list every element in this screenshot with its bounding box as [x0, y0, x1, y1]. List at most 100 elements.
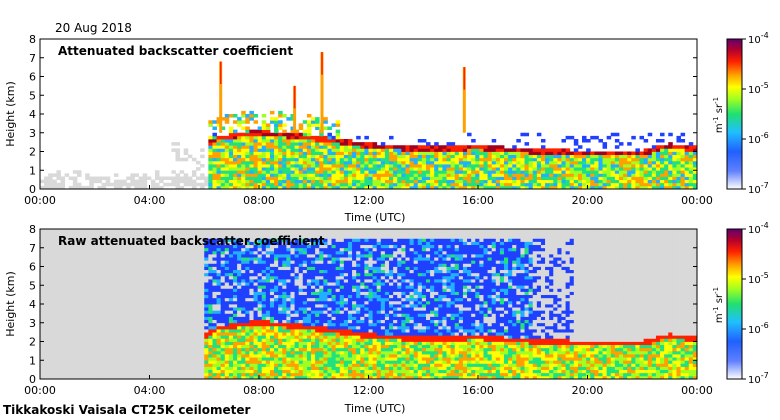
heatmap-cell [294, 167, 300, 171]
heatmap-cell [159, 247, 164, 252]
heatmap-cell [138, 375, 144, 380]
heatmap-cell [618, 157, 624, 162]
heatmap-cell [159, 279, 164, 283]
heatmap-cell [241, 360, 246, 364]
heatmap-cell [290, 164, 295, 168]
heatmap-cell [676, 164, 681, 168]
heatmap-cell [81, 269, 86, 274]
heatmap-cell [274, 350, 279, 355]
heatmap-cell [208, 154, 213, 159]
heatmap-cell [512, 167, 517, 171]
heatmap-cell [163, 325, 168, 330]
heatmap-cell [72, 338, 78, 342]
heatmap-cell [257, 329, 263, 333]
heatmap-cell [196, 263, 201, 267]
heatmap-cell [269, 142, 275, 146]
heatmap-cell [167, 247, 172, 252]
heatmap-cell [183, 173, 189, 177]
heatmap-cell [458, 157, 464, 162]
heatmap-cell [261, 235, 267, 239]
heatmap-cell [610, 182, 616, 187]
heatmap-cell [171, 238, 176, 242]
heatmap-cell [200, 164, 205, 168]
heatmap-cell [569, 157, 575, 162]
heatmap-cell [216, 272, 222, 277]
heatmap-cell [187, 341, 193, 346]
heatmap-cell [109, 266, 115, 271]
heatmap-cell [458, 182, 464, 187]
heatmap-cell [249, 151, 254, 156]
heatmap-cell [237, 360, 242, 364]
heatmap-cell [40, 310, 45, 314]
heatmap-cell [540, 139, 546, 143]
heatmap-cell [134, 241, 139, 246]
heatmap-cell [561, 151, 566, 156]
heatmap-cell [446, 154, 452, 159]
heatmap-cell [52, 310, 57, 314]
heatmap-cell [651, 176, 657, 181]
heatmap-cell [462, 164, 468, 168]
heatmap-cell [347, 148, 353, 152]
heatmap-cell [561, 157, 566, 162]
heatmap-cell [499, 173, 505, 177]
heatmap-cell [52, 335, 57, 339]
heatmap-cell [228, 344, 234, 349]
heatmap-cell [85, 279, 90, 283]
heatmap-cell [40, 288, 45, 292]
heatmap-cell [446, 185, 452, 190]
heatmap-cell [327, 148, 332, 152]
heatmap-cell [594, 179, 599, 184]
heatmap-cell [278, 247, 283, 252]
heatmap-cell [331, 151, 337, 156]
heatmap-cell [191, 272, 197, 277]
heatmap-cell [598, 157, 603, 162]
heatmap-cell [635, 179, 640, 184]
heatmap-cell [60, 297, 66, 302]
heatmap-cell [130, 372, 135, 377]
heatmap-cell [224, 288, 230, 292]
heatmap-cell [475, 145, 480, 149]
heatmap-cell [179, 322, 185, 327]
heatmap-cell [356, 145, 361, 149]
heatmap-cell [101, 235, 107, 239]
heatmap-cell [85, 241, 90, 246]
heatmap-cell [298, 182, 304, 187]
heatmap-cell [257, 182, 263, 187]
heatmap-cell [64, 279, 70, 283]
heatmap-cell [343, 185, 349, 190]
heatmap-cell [249, 332, 254, 336]
heatmap-cell [520, 182, 525, 187]
heatmap-cell [352, 148, 357, 152]
heatmap-cell [257, 185, 263, 190]
heatmap-cell [118, 285, 123, 289]
heatmap-cell [253, 338, 259, 342]
heatmap-cell [109, 263, 115, 267]
heatmap-cell [138, 310, 144, 314]
y-tick-label: 8 [29, 33, 36, 46]
heatmap-cell [269, 350, 275, 355]
heatmap-cell [327, 173, 332, 177]
heatmap-cell [245, 142, 250, 146]
heatmap-cell [204, 347, 209, 352]
heatmap-cell [368, 157, 374, 162]
heatmap-cell [72, 247, 78, 252]
heatmap-cell [241, 235, 246, 239]
heatmap-cell [269, 250, 275, 255]
heatmap-cell [142, 272, 148, 277]
heatmap-cell [508, 148, 513, 152]
heatmap-cell [241, 322, 246, 327]
heatmap-cell [249, 357, 254, 361]
heatmap-cell [118, 338, 123, 342]
heatmap-cell [516, 154, 521, 159]
heatmap-cell [171, 338, 176, 342]
heatmap-cell [389, 157, 394, 162]
heatmap-cell [257, 325, 263, 330]
heatmap-cell [499, 151, 505, 156]
heatmap-cell [228, 307, 234, 311]
heatmap-cell [216, 167, 222, 171]
heatmap-cell [557, 179, 562, 184]
heatmap-cell [335, 129, 341, 134]
heatmap-cell [676, 157, 681, 162]
heatmap-cell [237, 142, 242, 146]
heatmap-cell [434, 151, 439, 156]
